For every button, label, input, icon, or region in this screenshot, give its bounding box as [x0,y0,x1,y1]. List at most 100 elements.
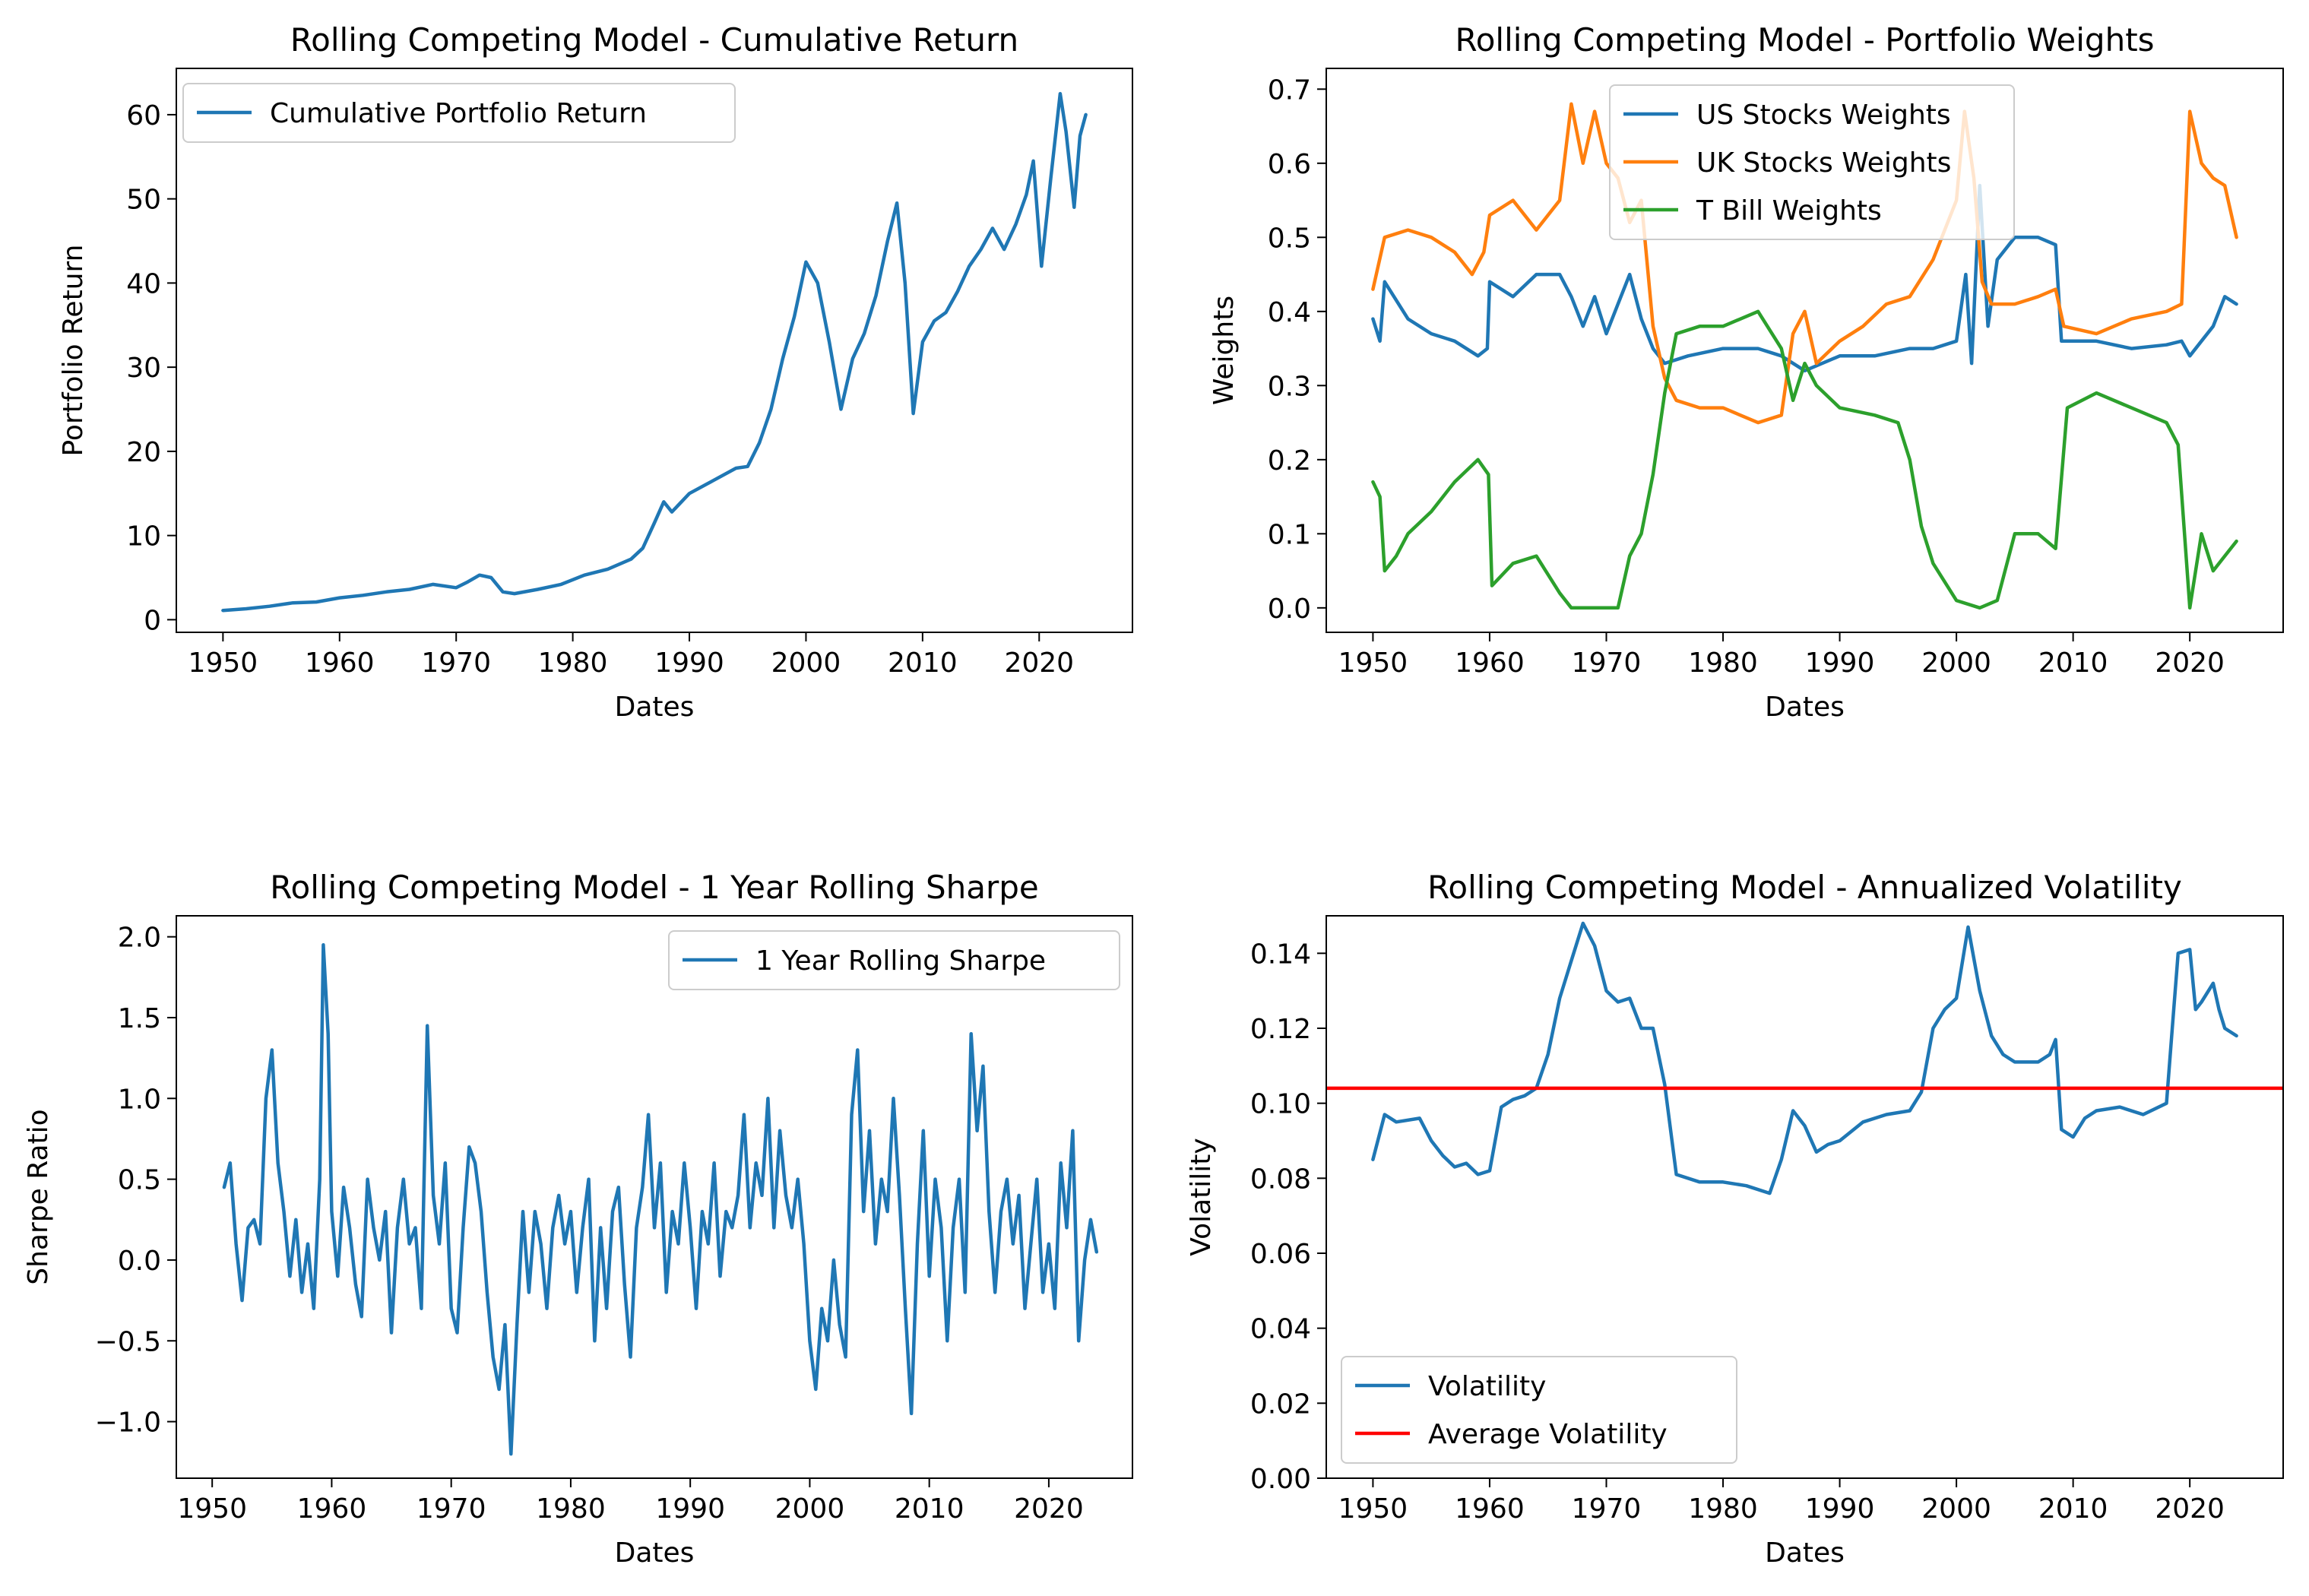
x-tick-label: 2000 [771,648,841,679]
legend-box [668,930,1120,990]
x-tick-label: 1950 [188,648,258,679]
plot-frame [176,915,1133,1479]
y-tick-label: 0.5 [118,1165,161,1196]
y-tick-label: 0.7 [1268,74,1311,106]
x-tick-label: 1960 [305,648,375,679]
series-line-cumulative-portfolio-return [221,91,1088,613]
y-tick-label: 60 [126,100,161,131]
x-tick-label: 1990 [654,648,724,679]
y-tick-label: 0.2 [1268,445,1311,477]
y-tick-label: 0.6 [1268,149,1311,180]
y-tick-label: 30 [126,353,161,384]
x-tick-label: 1970 [1572,648,1642,679]
legend-label: US Stocks Weights [1696,100,1951,131]
y-tick-label: 50 [126,185,161,216]
x-tick-label: 1960 [1455,1493,1525,1525]
x-tick-label: 1980 [538,648,608,679]
x-axis-label: Dates [1765,692,1845,723]
x-tick-label: 2010 [895,1493,964,1525]
x-tick-label: 1980 [1688,648,1758,679]
series-line-uk-stocks-weights [1371,102,2238,425]
legend-label: UK Stocks Weights [1696,147,1951,179]
y-tick-label: 0.04 [1250,1314,1311,1345]
legend: US Stocks Weights UK Stocks Weights T Bil… [1609,84,2015,240]
legend-box [1341,1356,1737,1464]
x-tick-label: 2000 [1921,1493,1991,1525]
panel-portfolio-weights: Rolling Competing Model - Portfolio Weig… [1208,21,2284,723]
x-tick-label: 2000 [775,1493,845,1525]
x-tick-label: 1990 [1805,648,1875,679]
legend: Volatility Average Volatility [1341,1356,1737,1464]
legend-label: Average Volatility [1428,1419,1668,1450]
x-axis-label: Dates [1765,1537,1845,1569]
legend: Cumulative Portfolio Return [182,83,736,143]
x-tick-label: 1970 [417,1493,486,1525]
series-line-t-bill-weights [1371,309,2238,610]
legend-label: Volatility [1428,1371,1546,1402]
legend-label: Cumulative Portfolio Return [270,98,647,129]
x-tick-label: 1960 [297,1493,367,1525]
plot-frame [1326,68,2284,633]
x-tick-label: 1990 [1805,1493,1875,1525]
legend-box [1609,84,2015,240]
x-tick-label: 1980 [536,1493,606,1525]
y-tick-label: 0.14 [1250,939,1311,970]
x-tick-label: 2000 [1921,648,1991,679]
series-line-1-year-rolling-sharpe [222,943,1099,1456]
x-axis-label: Dates [615,692,695,723]
y-tick-label: −0.5 [95,1326,161,1357]
y-tick-label: 20 [126,437,161,468]
legend-label: T Bill Weights [1696,195,1882,226]
y-tick-label: 0.0 [1268,594,1311,625]
x-tick-label: 1980 [1688,1493,1758,1525]
y-tick-label: 0.1 [1268,519,1311,550]
y-tick-label: 1.5 [118,1003,161,1034]
chart-title: Rolling Competing Model - Annualized Vol… [1427,869,2182,906]
legend-box [182,83,736,143]
x-tick-label: 2020 [1004,648,1074,679]
y-tick-label: −1.0 [95,1408,161,1439]
series-line-volatility [1371,921,2238,1195]
plot-frame [1326,915,2284,1479]
x-tick-label: 1990 [655,1493,725,1525]
x-tick-label: 2010 [888,648,958,679]
x-tick-label: 2020 [2155,648,2225,679]
legend: 1 Year Rolling Sharpe [668,930,1120,990]
y-tick-label: 0.12 [1250,1014,1311,1045]
y-tick-label: 0.0 [118,1246,161,1277]
x-tick-label: 1950 [1338,648,1408,679]
y-axis-label: Volatility [1186,1138,1217,1256]
y-tick-label: 0 [144,605,161,636]
chart-title: Rolling Competing Model - 1 Year Rolling… [270,869,1039,906]
y-axis-label: Sharpe Ratio [23,1109,54,1284]
x-tick-label: 1960 [1455,648,1525,679]
plot-frame [176,68,1133,633]
x-tick-label: 1950 [177,1493,247,1525]
legend-label: 1 Year Rolling Sharpe [755,945,1046,977]
x-tick-label: 1950 [1338,1493,1408,1525]
y-tick-label: 10 [126,521,161,553]
y-axis-label: Weights [1208,296,1240,405]
y-axis-label: Portfolio Return [58,245,89,457]
y-tick-label: 1.0 [118,1084,161,1115]
chart-title: Rolling Competing Model - Portfolio Weig… [1455,21,2154,59]
y-tick-label: 0.10 [1250,1089,1311,1120]
chart-title: Rolling Competing Model - Cumulative Ret… [290,21,1018,59]
y-tick-label: 0.3 [1268,371,1311,402]
y-tick-label: 0.5 [1268,223,1311,254]
x-tick-label: 1970 [1572,1493,1642,1525]
x-tick-label: 2010 [2038,648,2108,679]
x-tick-label: 2020 [2155,1493,2225,1525]
x-tick-label: 2010 [2038,1493,2108,1525]
y-tick-label: 0.06 [1250,1239,1311,1270]
y-tick-label: 0.4 [1268,297,1311,328]
y-tick-label: 0.08 [1250,1164,1311,1195]
panel-cumulative-return: Rolling Competing Model - Cumulative Ret… [58,21,1133,723]
y-tick-label: 0.02 [1250,1389,1311,1420]
x-tick-label: 2020 [1014,1493,1084,1525]
y-tick-label: 0.00 [1250,1464,1311,1495]
y-tick-label: 40 [126,268,161,299]
panel-annualized-volatility: Rolling Competing Model - Annualized Vol… [1186,869,2284,1569]
x-tick-label: 1970 [421,648,491,679]
